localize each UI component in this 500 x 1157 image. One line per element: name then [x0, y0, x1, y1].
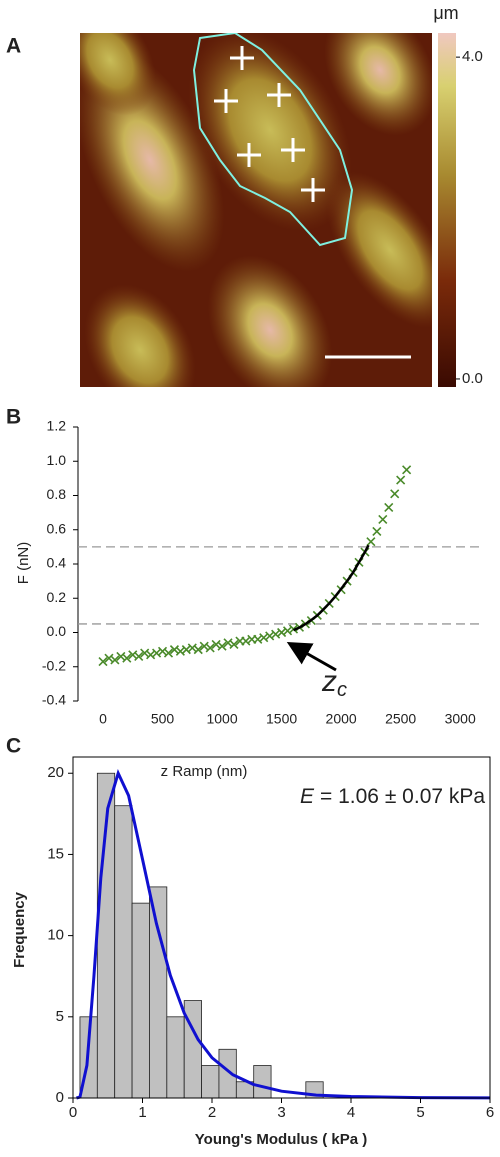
annotation: E = 1.06 ± 0.07 kPa: [300, 785, 485, 808]
annotation-text: = 1.06 ± 0.07 kPa: [320, 785, 485, 808]
data-point: [157, 646, 168, 656]
data-point: [378, 514, 388, 525]
y-tick-label: 10: [47, 927, 64, 944]
fit-curve: [76, 769, 491, 1100]
data-point: [205, 643, 215, 653]
y-tick-label: 0: [56, 1089, 64, 1106]
cell-outline: [192, 33, 354, 247]
x-tick-label: 1000: [206, 711, 237, 727]
x-tick-label: 2000: [326, 711, 357, 727]
data-point: [277, 627, 287, 638]
colorbar-tick-label: 0.0: [462, 370, 483, 387]
y-tick-label: 20: [47, 764, 64, 781]
panel-label: C: [6, 735, 21, 758]
data-point: [241, 636, 251, 646]
x-tick-label: 4: [347, 1104, 355, 1121]
y-tick-label: 15: [47, 845, 64, 862]
bar: [201, 1065, 220, 1099]
colorbar-tick-label: 4.0: [462, 48, 483, 65]
data-point: [265, 631, 275, 641]
data-point: [271, 629, 281, 639]
annotation: zc: [321, 665, 347, 701]
y-axis-label: F (nN): [15, 542, 32, 585]
y-tick-label: -0.4: [42, 692, 66, 708]
x-tick-label: 0: [99, 711, 107, 727]
x-axis-label: z Ramp (nm): [161, 763, 248, 780]
data-point: [384, 502, 394, 513]
x-tick-label: 2: [208, 1104, 216, 1121]
fit-line: [293, 544, 370, 632]
panel-label: A: [6, 35, 21, 58]
data-point: [187, 643, 197, 653]
y-tick-label: 0.0: [47, 623, 67, 639]
y-tick-label: 0.8: [47, 486, 67, 502]
annotation-text: z: [321, 665, 337, 698]
data-point: [282, 626, 293, 636]
panel-label: B: [6, 406, 21, 429]
bar: [131, 902, 150, 1099]
data-point: [366, 537, 376, 547]
y-tick-label: -0.2: [42, 657, 66, 673]
data-point: [229, 639, 239, 650]
afm-image: [80, 33, 432, 387]
x-tick-label: 1500: [266, 711, 297, 727]
bar: [166, 1016, 185, 1099]
data-point: [217, 641, 227, 651]
data-point: [122, 653, 132, 663]
y-tick-label: 5: [56, 1008, 64, 1025]
bar: [149, 886, 168, 1099]
data-point: [110, 655, 120, 665]
y-tick-label: 1.0: [47, 452, 67, 468]
data-point: [253, 634, 263, 644]
y-tick-label: 0.4: [47, 555, 67, 571]
x-tick-label: 0: [69, 1104, 77, 1121]
x-tick-label: 5: [416, 1104, 424, 1121]
y-axis-label: Frequency: [11, 891, 28, 968]
data-point: [372, 526, 382, 537]
data-point: [402, 465, 412, 475]
data-point: [134, 651, 144, 662]
x-tick-label: 500: [151, 711, 175, 727]
x-axis-label: Young's Modulus ( kPa ): [195, 1131, 367, 1148]
colorbar-unit: μm: [433, 3, 458, 23]
data-point: [259, 633, 269, 643]
colorbar: [438, 33, 456, 387]
annotation-var: E: [300, 785, 315, 808]
data-point: [181, 645, 191, 655]
arrow: [286, 642, 337, 672]
x-tick-label: 2500: [385, 711, 416, 727]
data-point: [390, 489, 400, 499]
data-point: [396, 475, 406, 485]
data-point: [175, 646, 185, 656]
data-point: [98, 657, 108, 667]
data-point: [146, 650, 156, 660]
data-point: [152, 648, 162, 658]
x-tick-label: 1: [138, 1104, 146, 1121]
x-tick-label: 6: [486, 1104, 494, 1121]
bar: [114, 805, 133, 1099]
x-tick-label: 3000: [445, 711, 476, 727]
indent-markers: [214, 46, 325, 202]
x-tick-label: 3: [277, 1104, 285, 1121]
y-tick-label: 0.6: [47, 520, 67, 536]
data-point: [163, 648, 174, 658]
y-tick-label: 0.2: [47, 589, 67, 605]
bar: [253, 1065, 272, 1099]
annotation-subscript: c: [337, 679, 347, 701]
y-tick-label: 1.2: [47, 418, 67, 434]
data-point: [193, 645, 203, 655]
